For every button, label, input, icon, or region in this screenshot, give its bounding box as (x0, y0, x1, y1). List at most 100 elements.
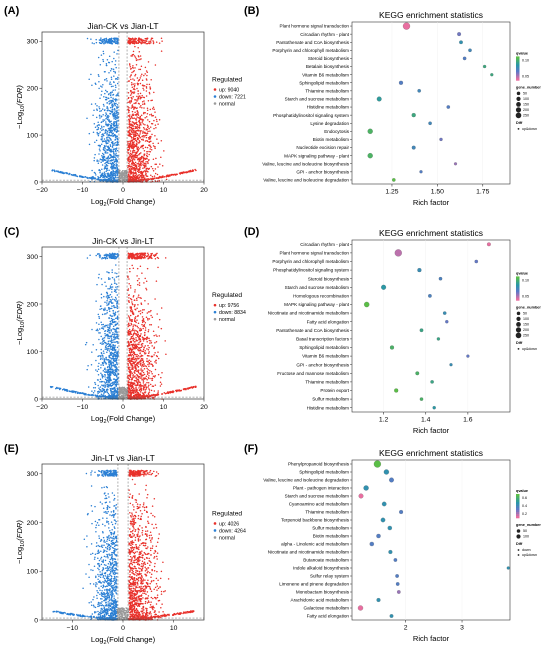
down-point (99, 381, 101, 383)
down-point (108, 337, 110, 340)
down-point (110, 148, 112, 151)
down-point (108, 348, 110, 350)
down-point (72, 390, 75, 393)
up-point (147, 344, 149, 347)
down-point (105, 64, 108, 67)
down-point (110, 38, 113, 40)
down-point (116, 336, 119, 339)
up-point (140, 138, 143, 141)
down-point (84, 176, 86, 178)
down-point (112, 310, 115, 312)
down-point (112, 346, 114, 349)
up-point (149, 140, 151, 143)
down-point (106, 385, 109, 388)
up-point (136, 170, 139, 173)
up-point (151, 167, 154, 170)
up-point (130, 171, 132, 174)
up-point (128, 278, 130, 280)
down-point (106, 271, 108, 273)
up-point (142, 382, 145, 384)
up-point (153, 91, 155, 94)
down-point (107, 97, 110, 99)
up-point (137, 137, 139, 139)
down-point (114, 368, 117, 371)
up-point (137, 116, 140, 119)
up-point (135, 117, 137, 120)
up-point (132, 354, 135, 357)
normal-point (119, 173, 122, 175)
down-point (100, 37, 102, 39)
up-point (152, 42, 155, 45)
down-point (114, 312, 116, 315)
up-point (145, 375, 148, 377)
down-point (102, 364, 105, 367)
up-point (145, 280, 148, 282)
up-point (154, 124, 157, 126)
down-point (101, 127, 103, 129)
up-point (133, 102, 135, 105)
up-point (150, 360, 152, 363)
down-point (75, 390, 77, 393)
down-point (98, 153, 100, 155)
up-point (131, 159, 133, 161)
down-point (112, 115, 115, 118)
down-point (110, 394, 113, 396)
down-point (91, 351, 93, 353)
up-point (153, 376, 156, 378)
down-point (106, 349, 109, 352)
up-point (127, 360, 129, 362)
normal-point (125, 391, 127, 393)
up-point (129, 135, 132, 137)
down-point (102, 50, 105, 53)
down-point (100, 348, 102, 351)
down-point (106, 152, 109, 154)
down-point (116, 255, 119, 257)
down-point (105, 342, 107, 345)
down-point (109, 357, 112, 359)
down-point (63, 388, 65, 390)
down-point (117, 142, 119, 144)
up-point (151, 316, 154, 319)
up-point (137, 326, 139, 329)
up-point (132, 327, 134, 329)
down-point (113, 143, 115, 145)
down-point (104, 147, 106, 150)
down-point (112, 68, 115, 70)
up-point (141, 107, 143, 109)
up-point (152, 41, 155, 43)
up-point (146, 373, 149, 376)
down-point (99, 158, 102, 160)
down-point (107, 109, 109, 112)
up-point (140, 368, 142, 370)
up-point (146, 379, 148, 381)
down-point (104, 332, 106, 335)
down-point (108, 335, 110, 338)
down-point (116, 39, 118, 41)
up-point (144, 321, 147, 324)
up-point (133, 154, 135, 157)
down-point (116, 272, 118, 275)
up-point (138, 68, 140, 71)
down-point (51, 169, 54, 171)
up-point (145, 95, 148, 97)
up-point (130, 74, 132, 77)
up-point (155, 41, 158, 43)
down-point (110, 101, 113, 103)
up-point (147, 257, 150, 259)
down-point (114, 102, 116, 105)
down-point (103, 256, 105, 259)
down-point (112, 365, 115, 367)
up-point (166, 392, 168, 395)
down-point (109, 154, 111, 157)
up-point (135, 99, 137, 101)
up-point (127, 158, 130, 161)
down-point (104, 348, 107, 350)
down-point (107, 340, 110, 343)
up-point (146, 179, 148, 181)
up-point (141, 173, 144, 175)
up-point (142, 374, 145, 376)
up-point (158, 318, 161, 321)
down-point (115, 286, 117, 288)
up-point (169, 174, 171, 176)
down-point (106, 300, 108, 302)
